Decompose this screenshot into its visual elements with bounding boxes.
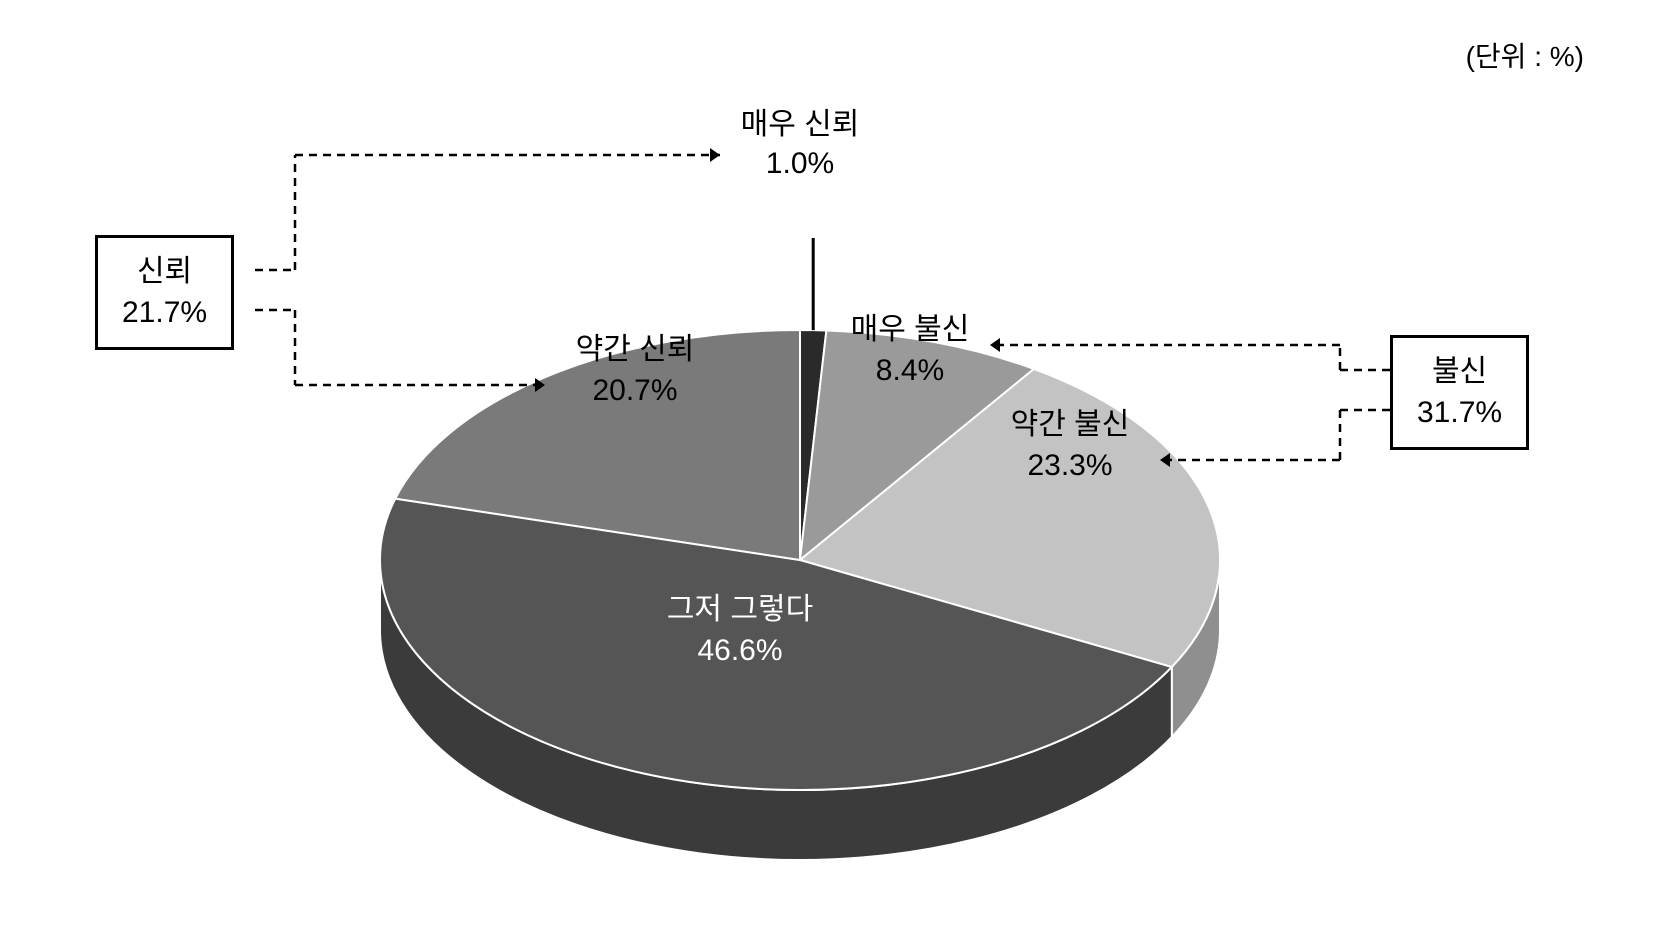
slice-label-value: 8.4% xyxy=(810,351,1010,392)
slice-label-neutral: 그저 그렇다 46.6% xyxy=(600,590,880,671)
slice-label-value: 20.7% xyxy=(535,371,735,412)
leader-label-value: 1.0% xyxy=(720,144,880,183)
slice-label-value: 23.3% xyxy=(970,446,1170,487)
callout-label: 불신 xyxy=(1417,352,1502,393)
slice-label-text: 그저 그렇다 xyxy=(600,590,880,631)
slice-label-value: 46.6% xyxy=(600,631,880,672)
slice-label-very-distrust: 매우 불신 8.4% xyxy=(810,310,1010,391)
slice-label-some-trust: 약간 신뢰 20.7% xyxy=(535,330,735,411)
callout-box-trust: 신뢰 21.7% xyxy=(95,235,234,350)
leader-label-very-trust: 매우 신뢰 1.0% xyxy=(720,105,880,183)
leader-label-line1: 매우 신뢰 xyxy=(720,105,880,144)
slice-label-text: 약간 불신 xyxy=(970,405,1170,446)
callout-value: 21.7% xyxy=(122,293,207,334)
callout-box-distrust: 불신 31.7% xyxy=(1390,335,1529,450)
slice-label-text: 매우 불신 xyxy=(810,310,1010,351)
slice-label-some-distrust: 약간 불신 23.3% xyxy=(970,405,1170,486)
unit-label: (단위 : %) xyxy=(1466,35,1584,75)
callout-value: 31.7% xyxy=(1417,393,1502,434)
callout-label: 신뢰 xyxy=(122,252,207,293)
slice-label-text: 약간 신뢰 xyxy=(535,330,735,371)
